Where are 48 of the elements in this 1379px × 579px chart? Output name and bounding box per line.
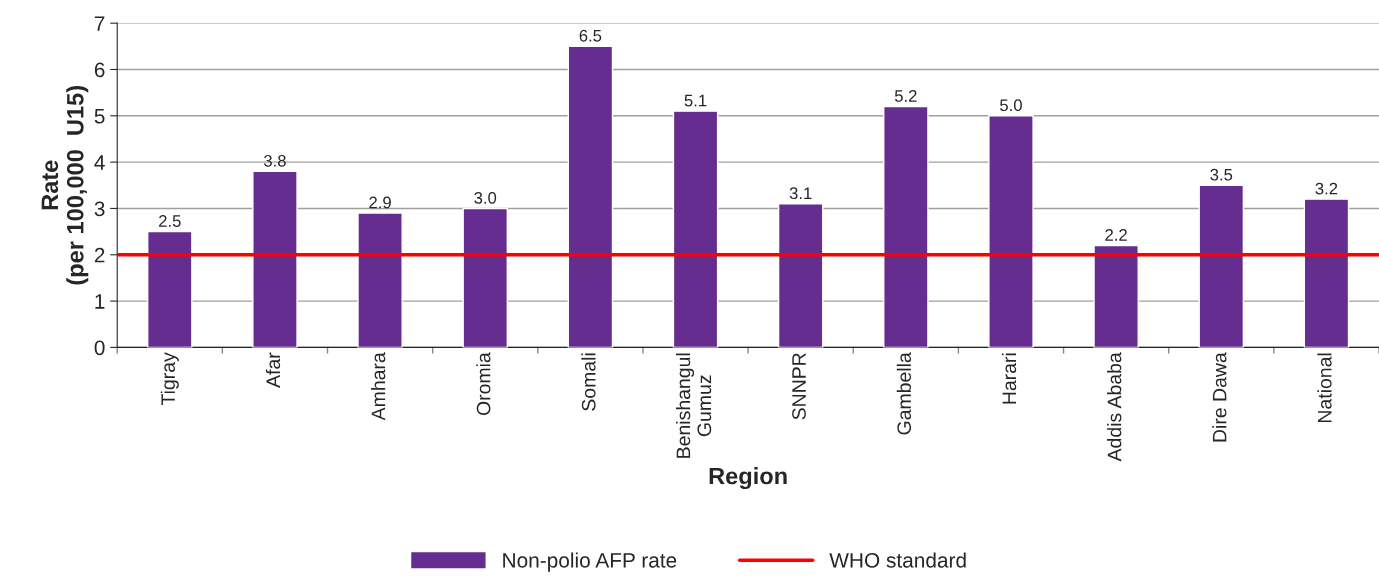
bar: [567, 45, 614, 348]
bar: [147, 230, 193, 348]
x-tick-label: SNNPR: [792, 353, 806, 420]
bar: [672, 110, 719, 348]
y-tick-label: 4: [94, 155, 105, 170]
data-label: 6.5: [579, 29, 602, 42]
data-label: 5.2: [894, 90, 917, 102]
data-label: 3.8: [263, 154, 286, 167]
bar: [1093, 244, 1139, 348]
x-tick-label: Benishangul Gumuz: [676, 353, 712, 458]
x-tick-label: Gambella: [896, 352, 912, 435]
x-tick-label: National: [1317, 353, 1332, 422]
legend-label: Non-polio AFP rate: [503, 552, 677, 572]
bar: [462, 207, 509, 348]
x-axis-title: Region: [709, 467, 787, 490]
y-axis-title: Rate (per 100,000 U15): [41, 86, 89, 285]
data-label: 5.0: [1000, 99, 1022, 112]
y-tick-label: 5: [94, 109, 105, 124]
y-tick-label: 1: [95, 294, 105, 309]
y-tick-label: 3: [94, 201, 105, 217]
bar: [252, 170, 298, 348]
bar: [777, 203, 824, 348]
data-label: 3.5: [1210, 168, 1233, 181]
y-tick-label: 7: [94, 16, 105, 31]
data-label: 2.2: [1105, 229, 1127, 241]
bar: [883, 105, 929, 348]
data-label: 2.5: [159, 215, 181, 227]
x-tick-label: Addis Ababa: [1107, 352, 1122, 462]
x-tick-label: Harari: [1001, 353, 1017, 404]
bar: [988, 115, 1034, 348]
x-tick-label: Somali: [581, 353, 596, 411]
y-tick-label: 6: [94, 62, 105, 78]
y-tick-label: 0: [94, 340, 105, 356]
y-tick-label: 2: [94, 247, 105, 263]
legend-label: WHO standard: [829, 552, 966, 568]
x-tick-label: Tigray: [160, 352, 179, 406]
bar: [357, 212, 403, 348]
bar: [1303, 198, 1350, 348]
data-label: 3.2: [1315, 182, 1338, 195]
data-label: 3.0: [474, 191, 497, 204]
data-label: 5.1: [684, 94, 707, 107]
x-tick-label: Dire Dawa: [1212, 352, 1227, 442]
bar: [1198, 184, 1245, 348]
x-tick-label: Amhara: [371, 352, 386, 421]
data-label: 2.9: [369, 196, 391, 209]
x-tick-label: Oromia: [476, 352, 491, 416]
data-label: 3.1: [789, 187, 812, 200]
x-tick-label: Afar: [265, 352, 281, 388]
